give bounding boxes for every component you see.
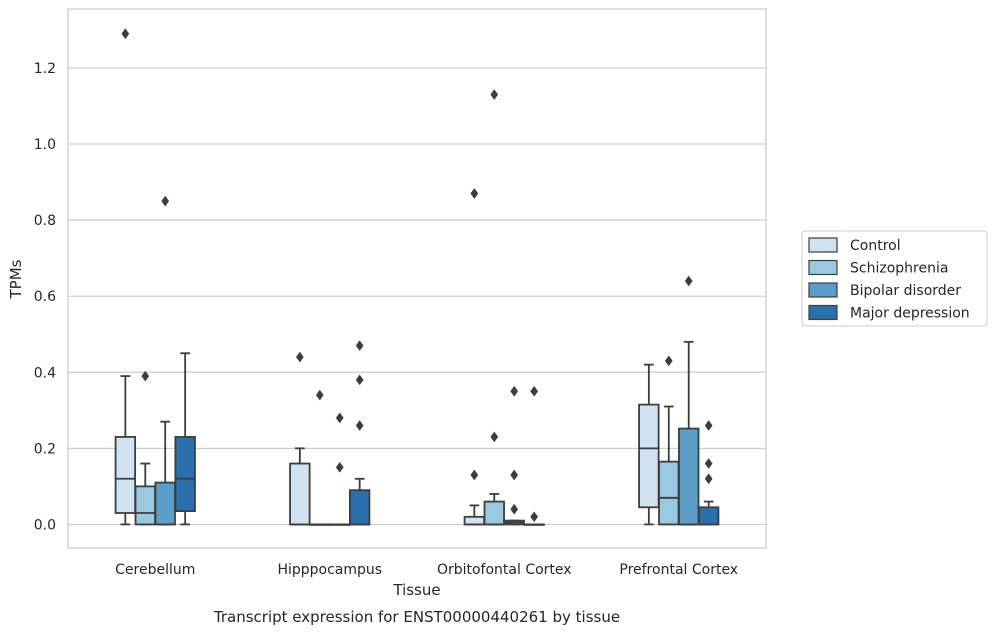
outlier-point (530, 385, 539, 397)
outlier-point (355, 340, 364, 352)
x-tick-label: Orbitofontal Cortex (437, 562, 572, 578)
x-axis-title: Tissue (392, 581, 440, 599)
outlier-point (470, 469, 479, 481)
legend-label: Schizophrenia (850, 261, 948, 277)
legend-items: Control Schizophrenia Bipolar disorder Majo… (808, 237, 970, 322)
box-element (638, 363, 660, 526)
box-element (658, 355, 680, 526)
outlier-point (161, 195, 170, 207)
box-iqr (697, 506, 720, 526)
outlier-point (335, 412, 344, 424)
y-axis-title: TPMs (7, 259, 25, 299)
outlier-point (684, 275, 693, 287)
box-iqr (463, 515, 486, 526)
outlier-point (295, 351, 304, 363)
box-element (463, 188, 486, 526)
outlier-point (510, 503, 519, 515)
box-iqr (114, 436, 137, 514)
legend-swatch (808, 304, 838, 321)
outlier-point (355, 420, 364, 431)
legend: Control Schizophrenia Bipolar disorder Majo… (801, 230, 988, 327)
box-element (348, 340, 371, 526)
x-tick-label: Hipppocampus (277, 562, 382, 578)
outlier-point (704, 458, 713, 469)
legend-swatch (808, 259, 838, 276)
outlier-point (490, 431, 499, 443)
x-tick-label: Cerebellum (115, 562, 195, 578)
legend-label: Major depression (850, 306, 970, 322)
box-iqr (154, 481, 176, 526)
outlier-point (470, 188, 479, 199)
outlier-point (704, 473, 713, 485)
box-element (483, 89, 505, 526)
outlier-point (335, 461, 344, 473)
box-element (678, 275, 700, 526)
series-group (114, 28, 660, 526)
y-tick-label: 1.2 (34, 61, 56, 77)
outlier-point (510, 385, 519, 397)
box-iqr (348, 489, 371, 526)
outlier-point (315, 389, 324, 401)
plot-area-frame (67, 8, 767, 549)
box-element (523, 385, 545, 526)
series-group (134, 89, 680, 526)
box-element (134, 370, 156, 526)
outlier-point (490, 89, 499, 101)
y-tick-label: 0.0 (34, 517, 56, 533)
legend-swatch (808, 237, 838, 253)
series-group (174, 340, 720, 526)
box-element (289, 351, 311, 526)
box-iqr (134, 485, 156, 526)
box-iqr (483, 500, 505, 526)
outlier-point (530, 511, 539, 523)
box-series (114, 28, 720, 526)
outlier-point (510, 469, 519, 481)
box-element (503, 385, 525, 526)
box-iqr (289, 462, 311, 526)
x-tick-labels: Cerebellum Hipppocampus Orbitofontal Corte… (115, 562, 738, 578)
outlier-point (121, 28, 130, 40)
outlier-point (704, 420, 713, 431)
box-iqr (174, 436, 196, 513)
outlier-point (355, 374, 364, 386)
box-iqr (678, 427, 700, 526)
y-tick-label: 0.6 (34, 289, 56, 305)
legend-frame (801, 230, 988, 327)
legend-label: Bipolar disorder (850, 283, 961, 299)
legend-swatch (808, 282, 838, 298)
box-element (697, 420, 720, 526)
box-iqr (658, 460, 680, 526)
y-tick-label: 1.0 (34, 137, 56, 153)
box-element (329, 412, 351, 526)
outlier-point (141, 370, 150, 382)
y-tick-labels: 0.0 0.2 0.4 0.6 0.8 1.0 1.2 (34, 61, 56, 533)
box-element (309, 389, 331, 526)
legend-label: Control (850, 238, 901, 254)
outlier-point (664, 355, 673, 367)
x-tick-label: Prefrontal Cortex (619, 562, 738, 578)
chart-title: Transcript expression for ENST0000044026… (213, 608, 620, 626)
y-tick-label: 0.8 (34, 213, 56, 229)
y-tick-label: 0.2 (34, 441, 56, 457)
box-element (174, 352, 196, 526)
box-element (114, 28, 137, 526)
y-tick-label: 0.4 (34, 365, 56, 381)
box-iqr (638, 403, 660, 509)
